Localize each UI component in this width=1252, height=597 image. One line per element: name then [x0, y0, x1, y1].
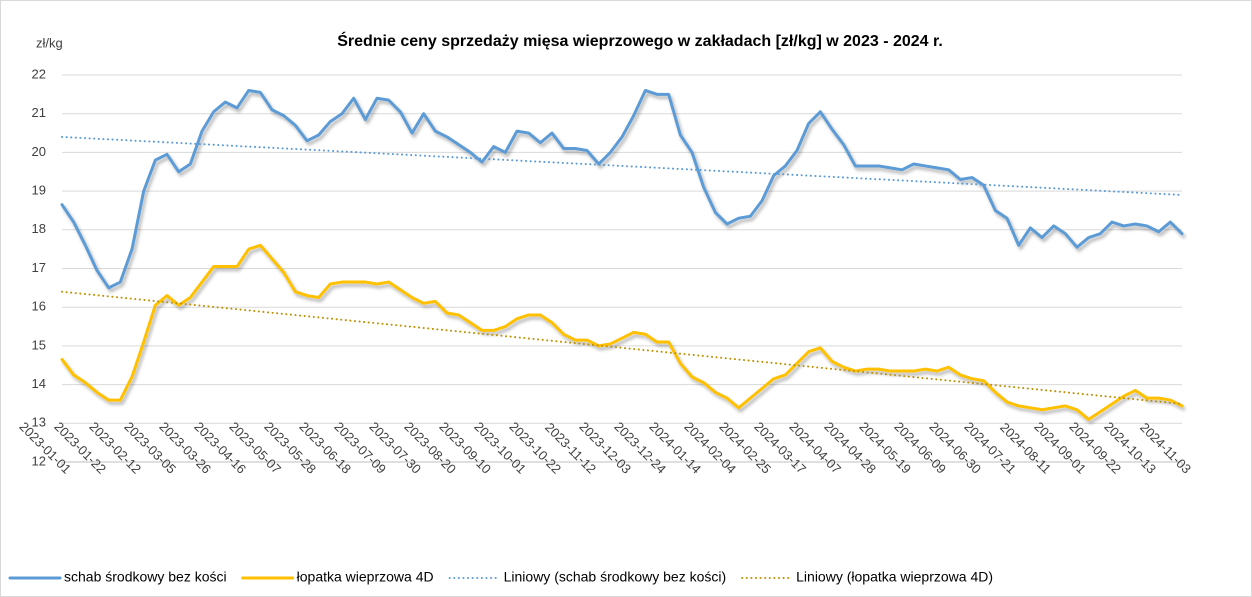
legend-label: Liniowy (schab środkowy bez kości) [504, 569, 727, 585]
legend-label: Liniowy (łopatka wieprzowa 4D) [796, 569, 993, 585]
legend-label: łopatka wieprzowa 4D [297, 569, 434, 585]
chart-title: Średnie ceny sprzedaży mięsa wieprzowego… [337, 31, 943, 50]
legend-label: schab środkowy bez kości [64, 569, 227, 585]
series-line [61, 135, 1183, 196]
y-tick-label: 19 [32, 183, 46, 198]
y-tick-label: 20 [32, 144, 46, 159]
series-line [61, 290, 1183, 405]
y-tick-label: 22 [32, 66, 46, 81]
y-tick-label: 16 [32, 299, 46, 314]
y-tick-label: 18 [32, 221, 46, 236]
y-tick-label: 13 [32, 415, 46, 430]
y-axis-label: zł/kg [36, 35, 63, 50]
y-tick-label: 21 [32, 105, 46, 120]
y-tick-label: 15 [32, 337, 46, 352]
y-tick-label: 12 [32, 453, 46, 468]
y-tick-label: 17 [32, 260, 46, 275]
series-line [60, 243, 1184, 421]
series-line [60, 88, 1184, 290]
y-tick-label: 14 [32, 376, 46, 391]
